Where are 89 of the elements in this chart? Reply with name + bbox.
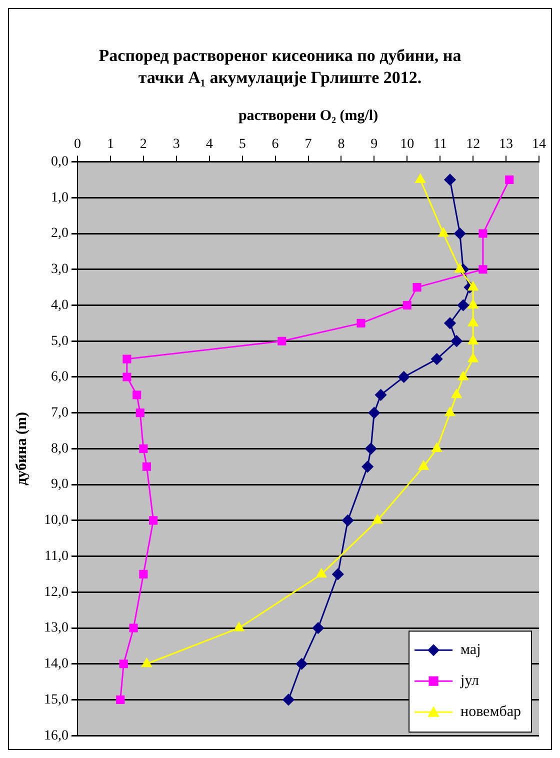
point [149,516,158,525]
point [122,354,132,364]
point [368,407,380,419]
x-tick-label: 6 [272,137,279,152]
point [356,318,366,328]
point [444,174,456,186]
y-tick-label: 0,0 [51,154,68,170]
point [234,622,244,632]
point [457,300,469,311]
x-tick-label: 10 [400,137,414,152]
point [139,444,148,453]
x-tick-label: 11 [433,137,447,152]
point [129,624,138,632]
point [468,300,478,308]
point [116,695,125,704]
y-tick-label: 16,0 [44,728,68,744]
y-tick-label: 13,0 [44,620,68,636]
point [296,658,308,670]
point [458,371,468,380]
y-tick-label: 3,0 [51,262,68,278]
x-tick-label: 12 [466,137,480,152]
x-tick-label: 5 [238,137,246,152]
point [139,570,148,579]
x-tick-label: 13 [499,137,514,152]
y-tick-label: 9,0 [51,477,68,492]
point [342,514,354,526]
y-tick-label: 11,0 [44,548,68,564]
point [468,353,478,362]
point [362,460,374,472]
point [454,264,465,273]
point [468,317,478,326]
y-axis-title: дубина (m) [14,412,30,486]
y-tick-label: 14,0 [44,656,68,672]
x-tick-label: 7 [304,137,312,152]
x-tick-label: 3 [172,137,180,152]
point [418,460,429,470]
point [278,336,286,346]
point [332,568,344,580]
point [142,658,152,668]
point [468,282,478,291]
point [444,317,456,329]
point [454,228,466,240]
point [136,408,144,418]
point [402,300,412,310]
point [365,442,377,454]
point [282,694,294,706]
x-axis-title: растворени O₂ (mg/l) [238,108,378,124]
x-tick-label: 4 [206,137,213,152]
x-tick-label: 1 [106,137,114,152]
point [316,568,327,578]
point [432,442,442,452]
x-tick-label: 9 [370,137,378,152]
y-tick-label: 2,0 [51,226,68,242]
legend-label: новембар [460,704,522,720]
point [452,389,462,398]
x-tick-label: 0 [74,137,81,152]
point [142,462,152,471]
y-tick-label: 5,0 [51,334,68,349]
point [372,514,383,524]
legend-label: мај [460,642,481,658]
point [438,228,448,237]
point [122,372,132,382]
point [375,389,387,401]
x-tick-label: 14 [532,137,546,152]
chart-title: Распоред раствореног кисеоника по дубини, на тачки A₁ акумулације Грлиште 2012. [98,45,462,89]
y-tick-label: 4,0 [51,298,68,313]
point [398,371,410,383]
point [505,175,514,184]
x-tick-label: 8 [338,137,345,152]
y-tick-label: 7,0 [51,406,68,421]
y-tick-label: 12,0 [44,584,68,600]
point [412,283,422,292]
point [478,265,488,274]
x-tick-label: 2 [140,137,147,152]
y-tick-label: 8,0 [51,441,68,456]
point [450,335,462,347]
point [468,335,478,344]
point [312,622,324,634]
point [415,174,426,183]
point [431,353,443,365]
point [119,660,128,668]
legend-label: јул [460,673,480,690]
point [478,229,488,238]
point [132,390,142,400]
y-tick-label: 15,0 [44,692,68,708]
y-tick-label: 6,0 [51,370,68,385]
y-tick-label: 1,0 [51,190,68,206]
y-tick-label: 10,0 [44,513,68,528]
point [444,407,456,416]
